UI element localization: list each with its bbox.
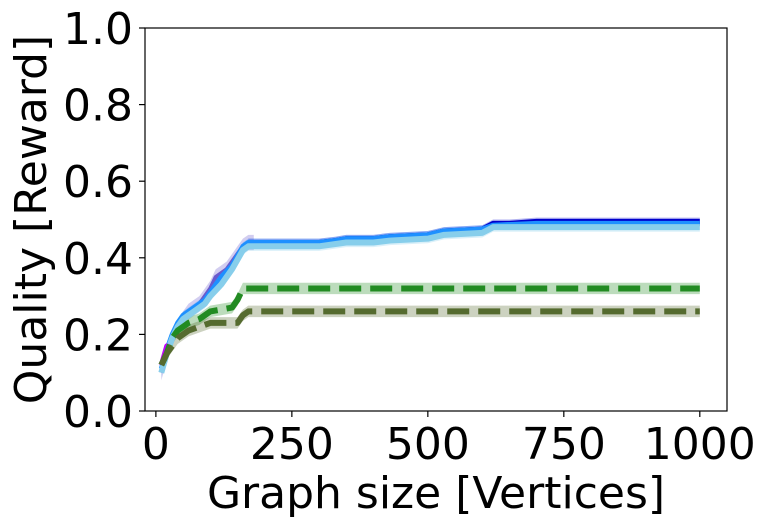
x-tick-label: 750 [522,419,606,470]
y-tick-label: 0.0 [63,387,133,438]
series-line-6 [158,285,700,367]
y-tick-label: 0.4 [63,234,133,285]
y-axis-title: Quality [Reward] [6,35,57,404]
x-axis-title: Graph size [Vertices] [207,468,665,519]
y-tick-label: 0.2 [63,310,133,361]
y-tick-label: 0.6 [63,157,133,208]
series-line-7 [158,308,700,367]
plot-frame [144,27,728,412]
y-tick-label: 1.0 [63,4,133,55]
y-tick-label: 0.8 [63,81,133,132]
series-band-6 [161,282,700,371]
y-axis-ticks: 0.0 0.2 0.4 0.6 0.8 1.0 [63,4,145,438]
x-tick-label: 0 [142,419,170,470]
series-lines [158,218,700,374]
series-line-3 [158,220,700,370]
x-tick-label: 500 [386,419,470,470]
x-tick-label: 250 [250,419,334,470]
x-axis-ticks: 0 250 500 750 1000 [142,411,756,470]
x-tick-label: 1000 [644,419,756,470]
series-line-4 [158,224,700,374]
